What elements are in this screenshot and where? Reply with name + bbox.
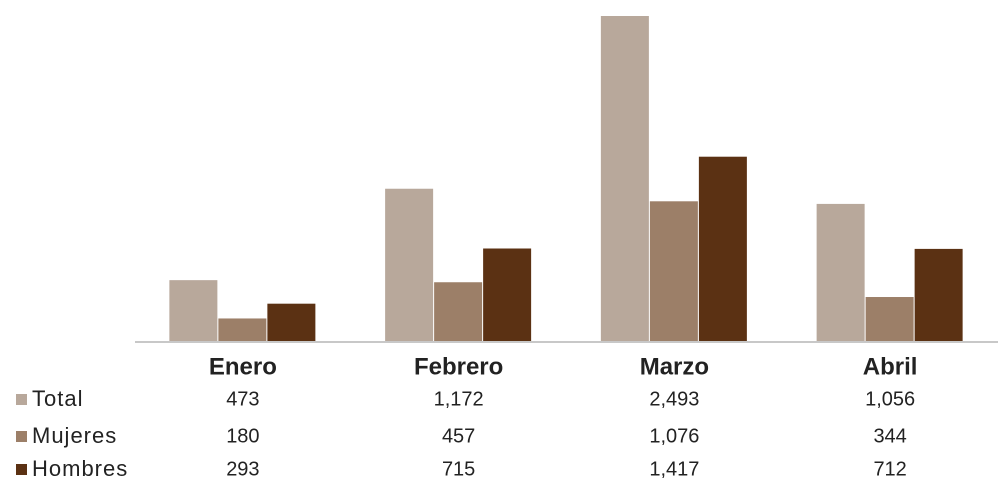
bar — [267, 303, 316, 342]
bar — [865, 297, 914, 342]
table-value: 712 — [873, 458, 906, 480]
table-value: 1,076 — [649, 425, 699, 447]
legend-swatch — [16, 394, 27, 405]
legend-label: Hombres — [32, 456, 128, 481]
table-value: 2,493 — [649, 388, 699, 410]
table-value: 180 — [226, 425, 259, 447]
bar — [385, 188, 434, 342]
bar — [816, 203, 865, 342]
bar — [169, 280, 218, 342]
bar — [600, 16, 649, 342]
legend-label: Mujeres — [32, 423, 117, 448]
legend-swatch — [16, 464, 27, 475]
bar — [483, 248, 532, 342]
table-value: 473 — [226, 388, 259, 410]
bar — [914, 248, 963, 342]
table-value: 457 — [442, 425, 475, 447]
table-value: 1,172 — [434, 388, 484, 410]
bar — [698, 156, 747, 342]
bar — [649, 201, 698, 342]
table-value: 1,056 — [865, 388, 915, 410]
category-label: Enero — [209, 353, 277, 380]
table-value: 344 — [873, 425, 906, 447]
table-value: 293 — [226, 458, 259, 480]
legend-swatch — [16, 431, 27, 442]
table-value: 1,417 — [649, 458, 699, 480]
category-label: Febrero — [414, 353, 503, 380]
legend-label: Total — [32, 386, 83, 411]
bar — [218, 318, 267, 342]
bar — [434, 282, 483, 342]
category-label: Marzo — [640, 353, 709, 380]
category-label: Abril — [863, 353, 918, 380]
table-value: 715 — [442, 458, 475, 480]
